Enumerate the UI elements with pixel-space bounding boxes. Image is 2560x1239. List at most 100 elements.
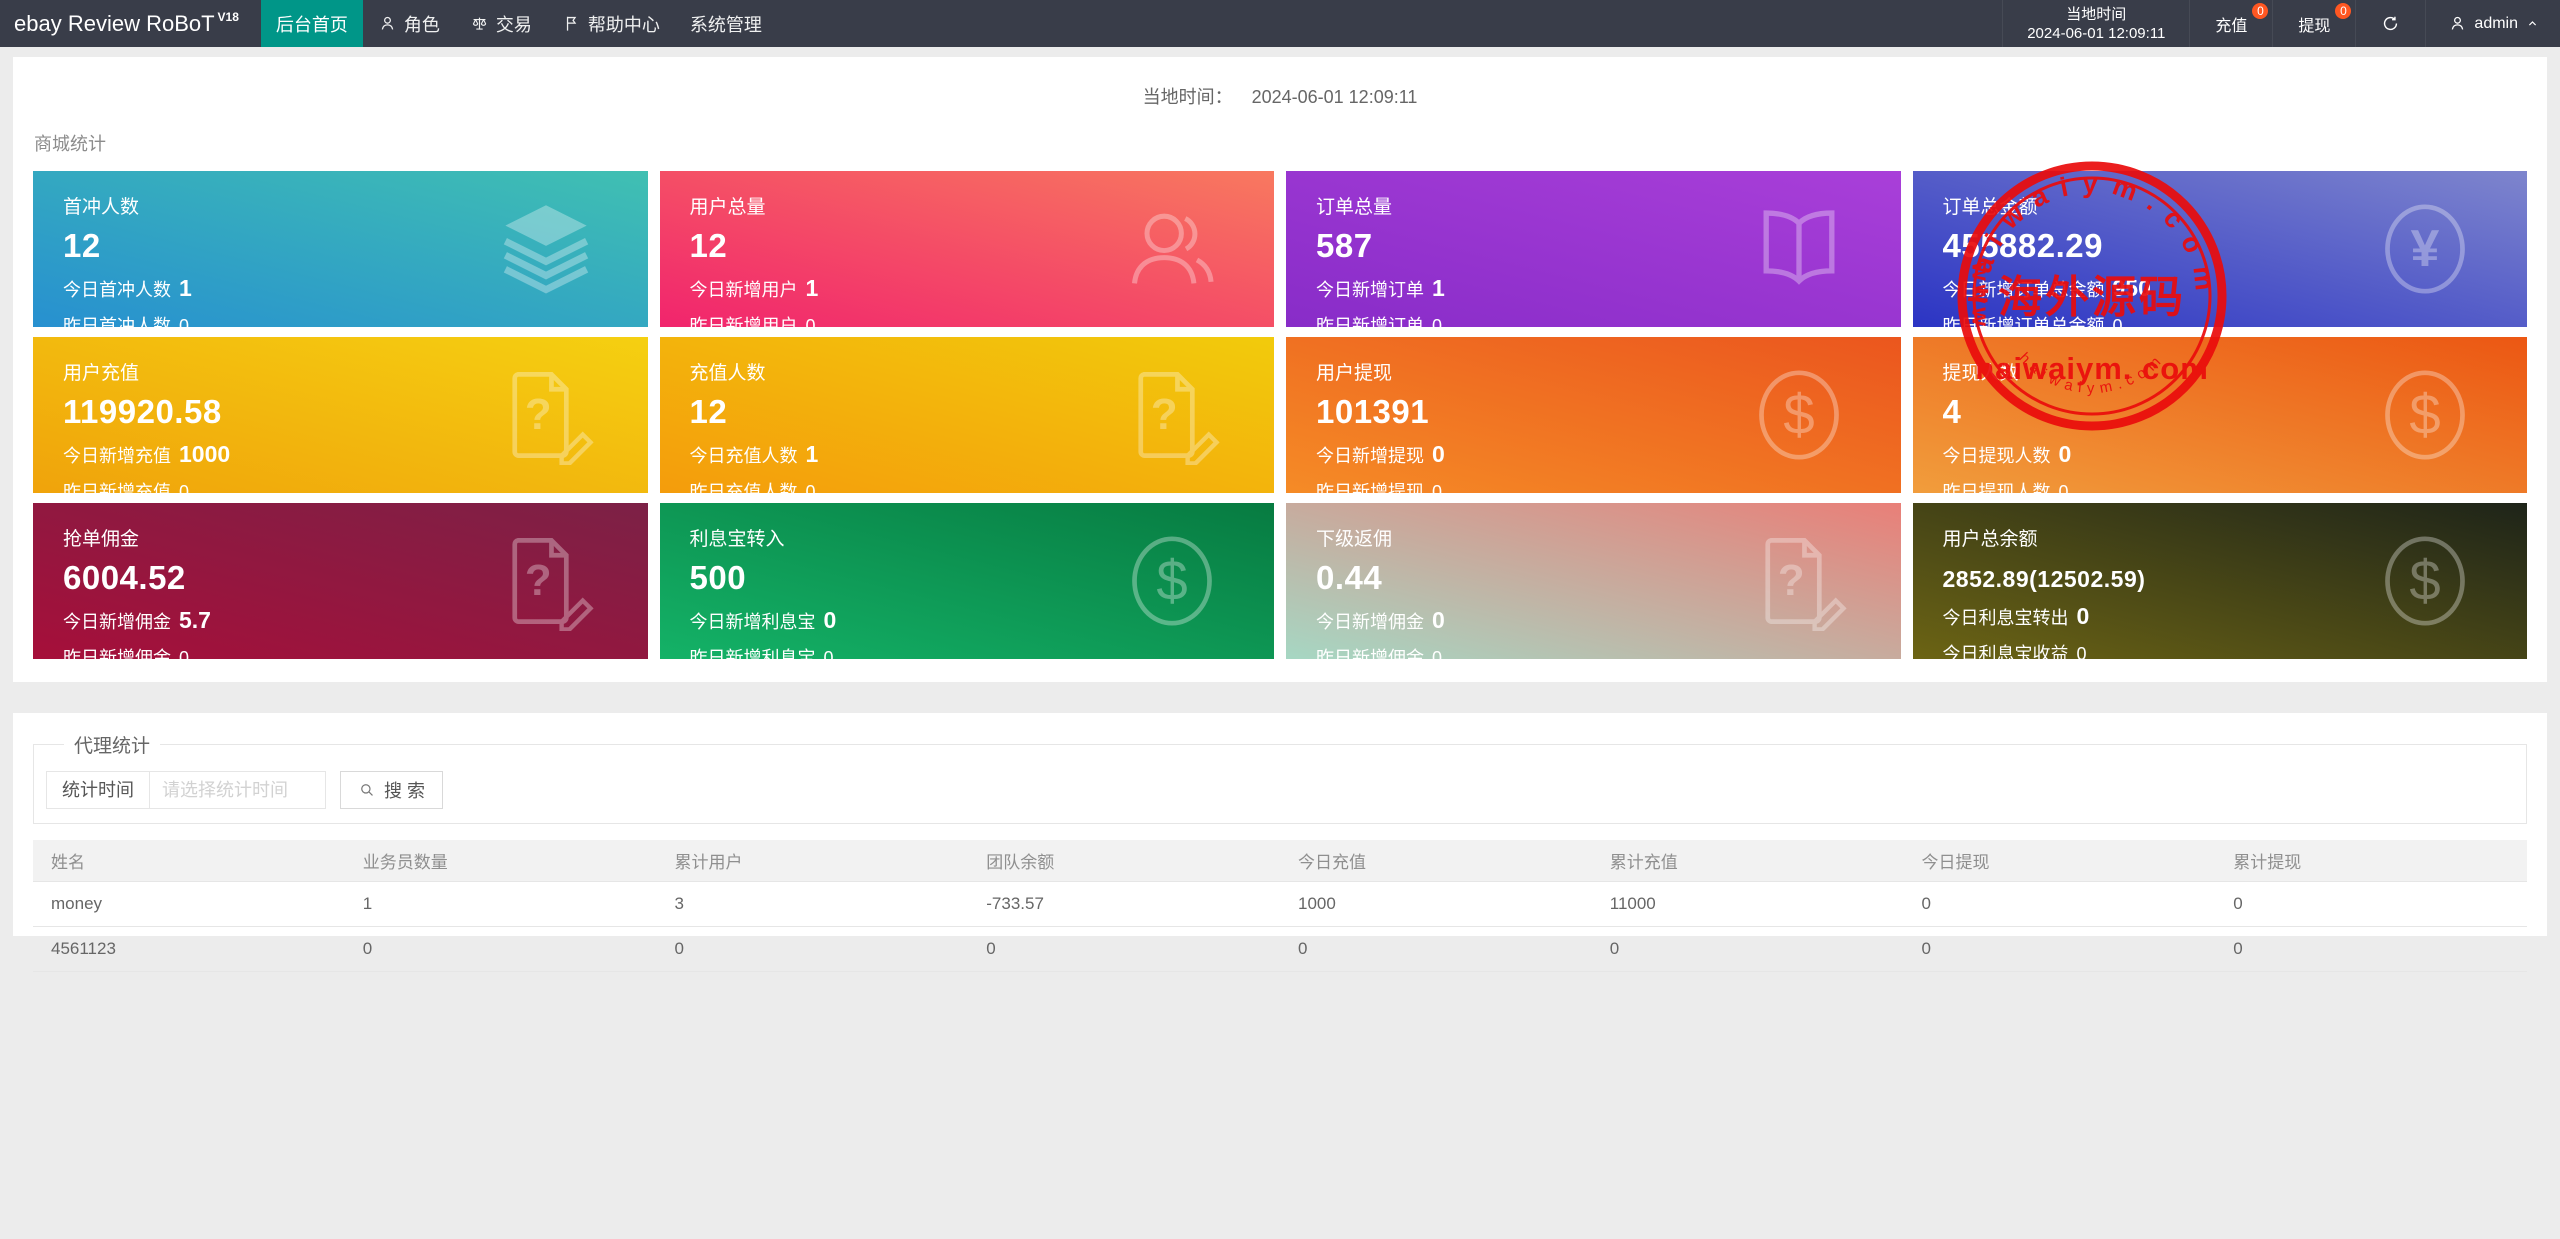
card-yesterday-label: 昨日新增充值 xyxy=(63,482,171,493)
card-today-value: 5.7 xyxy=(179,607,211,633)
search-button[interactable]: 搜 索 xyxy=(340,771,444,809)
card-today-value: 1 xyxy=(1432,275,1445,301)
card-yesterday-value: 0 xyxy=(805,482,816,493)
table-row: 4561123 0 0 0 0 0 0 0 xyxy=(33,926,2527,972)
card-value: 500 xyxy=(689,559,747,596)
dollar-circle-icon xyxy=(2375,531,2475,631)
search-button-label: 搜 索 xyxy=(384,781,426,801)
table-cell: 1 xyxy=(344,881,657,927)
card-today-value: 1 xyxy=(179,275,192,301)
stat-card-total-users: 用户总量 12 今日新增用户 1 昨日新增用户 0 xyxy=(659,171,1275,327)
card-yesterday-value: 0 xyxy=(1432,316,1443,327)
statistics-time-input[interactable] xyxy=(150,771,326,809)
recharge-nav-button[interactable]: 充值 0 xyxy=(2189,0,2272,47)
stat-card-sub-commission: 下级返佣 0.44 今日新增佣金 0 昨日新增佣金 0 xyxy=(1286,503,1901,659)
app-logo-version: V18 xyxy=(217,9,239,24)
table-cell: 0 xyxy=(1280,926,1592,972)
menu-item-home[interactable]: 后台首页 xyxy=(260,0,363,47)
agent-table-head-row: 姓名 业务员数量 累计用户 团队余额 今日充值 累计充值 今日提现 累计提现 xyxy=(33,840,2527,882)
card-today-label: 今日新增订单总金额 xyxy=(1942,280,2105,300)
stat-card-order-commission: 抢单佣金 6004.52 今日新增佣金 5.7 昨日新增佣金 0 xyxy=(33,503,648,659)
card-today-value: 0 xyxy=(2058,441,2072,467)
shop-stats-title: 商城统计 xyxy=(34,134,106,154)
page-time-value: 2024-06-01 12:09:11 xyxy=(1251,87,1418,107)
card-title: 用户总量 xyxy=(689,197,766,218)
menu-item-label: 后台首页 xyxy=(275,14,348,35)
refresh-icon xyxy=(2381,14,2400,33)
user-icon xyxy=(2448,14,2467,33)
card-yesterday-line: 昨日新增利息宝 0 xyxy=(690,644,1275,659)
card-title: 利息宝转入 xyxy=(689,529,785,550)
table-cell: 0 xyxy=(1903,926,2216,972)
menu-item-label: 系统管理 xyxy=(689,14,762,35)
card-yesterday-value: 0 xyxy=(2058,482,2069,493)
card-today-label: 今日新增佣金 xyxy=(1316,612,1424,632)
card-title: 用户总余额 xyxy=(1942,529,2038,550)
column-header: 今日提现 xyxy=(1903,840,2216,882)
table-cell: -733.57 xyxy=(968,881,1280,927)
card-value: 12 xyxy=(689,227,728,264)
agent-filter-row: 统计时间 搜 索 xyxy=(46,771,2526,809)
menu-item-roles[interactable]: 角色 xyxy=(363,0,455,47)
card-today-value: 1000 xyxy=(179,441,231,467)
local-time-label: 当地时间 xyxy=(2066,5,2127,23)
card-yesterday-line: 昨日新增佣金 0 xyxy=(1316,644,1901,659)
menu-item-system[interactable]: 系统管理 xyxy=(675,0,777,47)
table-cell: 0 xyxy=(1591,926,1904,972)
card-yesterday-value: 0 xyxy=(179,648,190,659)
menu-item-trade[interactable]: 交易 xyxy=(455,0,547,47)
card-yesterday-line: 昨日新增用户 0 xyxy=(690,312,1275,327)
card-yesterday-line: 昨日新增提现 0 xyxy=(1316,478,1901,493)
table-cell: money xyxy=(33,881,345,927)
card-today-label: 今日首冲人数 xyxy=(63,280,171,300)
table-cell: 11000 xyxy=(1591,881,1904,927)
card-yesterday-label: 昨日新增佣金 xyxy=(1316,648,1424,659)
refresh-button[interactable] xyxy=(2355,0,2425,47)
card-today-line: 今日新增用户 1 xyxy=(690,275,1275,302)
card-yesterday-label: 今日利息宝收益 xyxy=(1942,644,2069,659)
card-yesterday-line: 昨日新增充值 0 xyxy=(63,478,648,493)
table-cell: 0 xyxy=(2215,926,2527,972)
card-today-value: 0 xyxy=(1432,441,1445,467)
book-icon xyxy=(1749,199,1849,299)
card-title: 首冲人数 xyxy=(63,197,140,218)
card-today-line: 今日提现人数 0 xyxy=(1943,441,2528,468)
card-yesterday-label: 昨日新增提现 xyxy=(1316,482,1424,493)
column-header: 团队余额 xyxy=(968,840,1280,882)
card-yesterday-label: 昨日新增利息宝 xyxy=(689,648,816,659)
card-yesterday-value: 0 xyxy=(1432,482,1443,493)
card-title: 下级返佣 xyxy=(1316,529,1393,550)
card-today-value: 0 xyxy=(2076,603,2090,629)
card-today-line: 今日新增订单 1 xyxy=(1316,275,1901,302)
card-today-value: 0 xyxy=(823,607,837,633)
card-yesterday-line: 昨日首冲人数 0 xyxy=(63,312,648,327)
card-value: 587 xyxy=(1316,227,1373,264)
table-cell: 1000 xyxy=(1280,881,1592,927)
card-yesterday-label: 昨日新增用户 xyxy=(689,316,798,327)
column-header: 累计充值 xyxy=(1591,840,1904,882)
card-title: 抢单佣金 xyxy=(63,529,140,550)
card-today-label: 今日新增用户 xyxy=(689,280,798,300)
card-today-line: 今日首冲人数 1 xyxy=(63,275,648,302)
stat-card-interest-transfer-in: 利息宝转入 500 今日新增利息宝 0 昨日新增利息宝 0 xyxy=(659,503,1275,659)
menu-item-label: 帮助中心 xyxy=(587,14,660,35)
doc-edit-icon xyxy=(496,531,596,631)
card-today-label: 今日充值人数 xyxy=(689,446,798,466)
dollar-circle-icon xyxy=(1122,531,1222,631)
flag-icon xyxy=(562,14,581,33)
card-value: 12 xyxy=(689,393,728,430)
card-yesterday-line: 今日利息宝收益 0 xyxy=(1943,640,2528,659)
table-cell: 4561123 xyxy=(33,926,345,972)
menu-item-label: 交易 xyxy=(495,14,532,35)
withdraw-nav-button[interactable]: 提现 0 xyxy=(2272,0,2355,47)
table-cell: 0 xyxy=(2215,881,2527,927)
card-yesterday-value: 0 xyxy=(179,316,190,327)
agent-stats-fieldset: 代理统计 统计时间 搜 索 xyxy=(33,731,2527,824)
person-icon xyxy=(378,14,397,33)
card-yesterday-line: 昨日新增订单总金额 0 xyxy=(1943,312,2528,327)
card-today-value: 1 xyxy=(805,275,819,301)
card-value: 101391 xyxy=(1316,393,1430,430)
menu-item-help[interactable]: 帮助中心 xyxy=(547,0,675,47)
card-value: 0.44 xyxy=(1316,559,1383,596)
user-menu[interactable]: admin xyxy=(2425,0,2560,47)
